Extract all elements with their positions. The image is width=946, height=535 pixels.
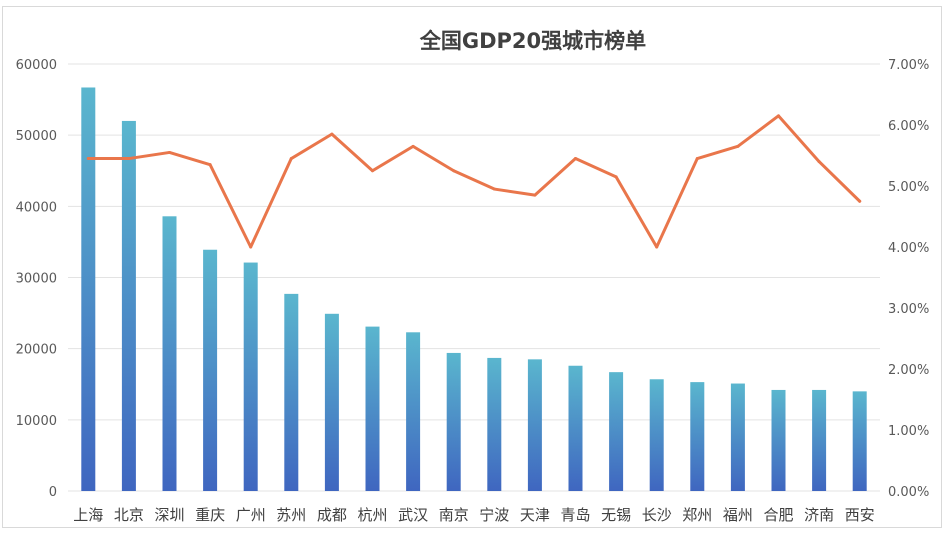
x-category-label: 济南 (804, 506, 834, 524)
y-right-tick-label: 2.00% (888, 363, 929, 378)
y-right-tick-label: 7.00% (888, 58, 929, 73)
growth-rate-point (208, 163, 212, 167)
growth-rate-point (858, 199, 862, 203)
growth-rate-point (289, 157, 293, 161)
x-category-label: 合肥 (763, 506, 793, 524)
growth-rate-point (492, 187, 496, 191)
chart-title: 全国GDP20强城市榜单 (419, 29, 646, 53)
bar (812, 389, 827, 491)
y-right-tick-label: 6.00% (888, 119, 929, 134)
x-category-label: 苏州 (276, 506, 306, 524)
y-left-tick-label: 0 (49, 485, 57, 500)
growth-rate-point (655, 245, 659, 249)
x-category-label: 无锡 (601, 506, 631, 524)
y-left-tick-label: 60000 (16, 58, 57, 73)
x-category-label: 广州 (236, 506, 266, 524)
bar (365, 326, 380, 491)
y-left-tick-label: 20000 (16, 343, 57, 358)
growth-rate-point (533, 193, 537, 197)
growth-rate-line (86, 114, 862, 249)
growth-rate-point (817, 160, 821, 164)
bar (730, 383, 745, 491)
growth-rate-point (574, 157, 577, 161)
growth-rate-point (777, 114, 780, 118)
y-right-tick-label: 3.00% (888, 302, 929, 317)
y-right-tick-label: 0.00% (888, 485, 929, 500)
x-category-label: 成都 (317, 506, 347, 524)
bar (203, 249, 218, 491)
bar (121, 120, 136, 491)
growth-rate-point (411, 144, 415, 148)
bar (446, 352, 461, 491)
bar (81, 87, 96, 492)
growth-rate-point (371, 169, 374, 173)
bar (568, 365, 583, 491)
bar (284, 293, 299, 491)
y-right-tick-label: 5.00% (888, 180, 929, 195)
growth-rate-point (249, 245, 253, 249)
y-right-tick-label: 4.00% (888, 241, 929, 256)
bar (162, 216, 177, 491)
x-category-label: 西安 (845, 506, 875, 524)
x-category-label: 长沙 (642, 506, 672, 524)
x-category-label: 天津 (520, 506, 550, 524)
bar (609, 372, 624, 491)
y-left-tick-label: 40000 (16, 200, 57, 215)
growth-rate-point (452, 169, 456, 173)
bar (243, 262, 258, 491)
x-category-label: 北京 (114, 506, 144, 524)
growth-rate-point (127, 157, 131, 161)
x-category-label: 深圳 (154, 506, 184, 524)
bar (527, 359, 542, 491)
x-category-label: 青岛 (560, 506, 590, 524)
bar (649, 379, 664, 491)
x-category-label: 武汉 (398, 506, 428, 524)
bar (690, 382, 705, 491)
x-category-label: 福州 (723, 506, 753, 524)
y-right-tick-label: 1.00% (888, 424, 929, 439)
x-category-label: 上海 (73, 506, 103, 524)
x-category-label: 郑州 (682, 506, 712, 524)
bar (487, 357, 502, 491)
y-left-tick-label: 50000 (16, 129, 57, 144)
x-category-label: 重庆 (195, 506, 225, 524)
growth-rate-point (614, 175, 618, 179)
x-category-label: 宁波 (479, 506, 509, 524)
growth-rate-point (86, 157, 90, 161)
y-left-tick-label: 30000 (16, 272, 57, 287)
x-category-label: 南京 (439, 506, 469, 524)
bar (771, 389, 786, 491)
growth-rate-point (330, 132, 334, 136)
growth-rate-point (736, 144, 740, 148)
growth-rate-point (695, 157, 699, 161)
bar (406, 332, 421, 491)
bar (324, 313, 339, 491)
bar (852, 391, 867, 491)
x-category-label: 杭州 (357, 506, 387, 524)
growth-rate-point (168, 150, 171, 154)
y-left-tick-label: 10000 (16, 414, 57, 429)
